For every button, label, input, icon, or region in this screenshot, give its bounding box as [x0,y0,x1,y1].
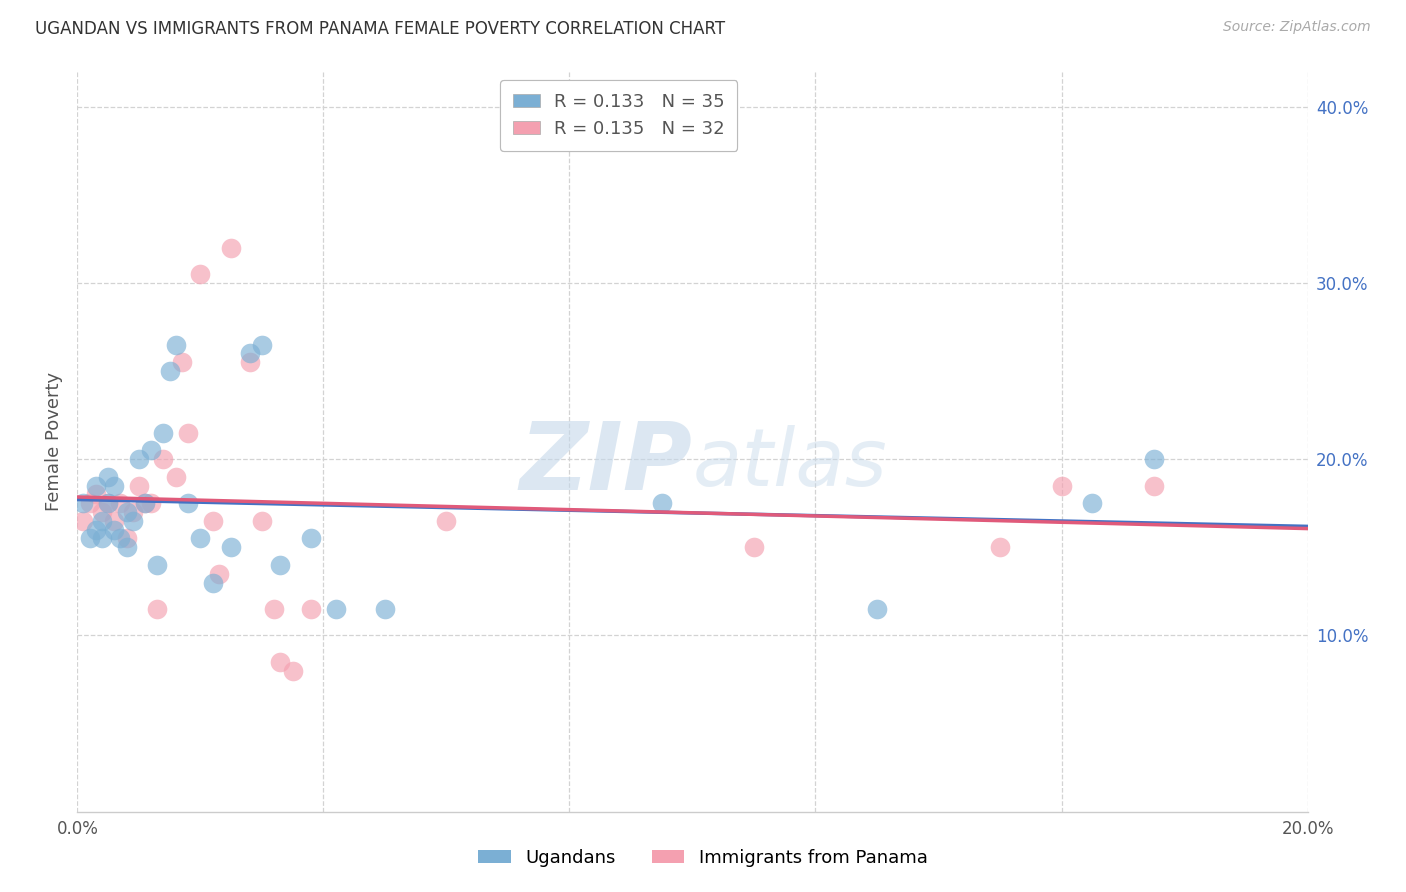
Point [1081,496,1104,510]
Point [72,514,94,528]
Point [121,514,143,528]
Point [988,541,1011,555]
Point [97,496,120,510]
Text: atlas: atlas [693,425,887,503]
Point [263,602,285,616]
Point [103,478,125,492]
Point [219,241,242,255]
Point [177,425,200,440]
Point [115,541,138,555]
Point [152,452,174,467]
Point [1143,478,1166,492]
Point [177,496,200,510]
Text: UGANDAN VS IMMIGRANTS FROM PANAMA FEMALE POVERTY CORRELATION CHART: UGANDAN VS IMMIGRANTS FROM PANAMA FEMALE… [35,20,725,37]
Point [90,505,114,519]
Point [1050,478,1073,492]
Point [128,478,150,492]
Point [103,523,125,537]
Point [201,575,224,590]
Point [128,452,150,467]
Legend: R = 0.133   N = 35, R = 0.135   N = 32: R = 0.133 N = 35, R = 0.135 N = 32 [501,80,737,151]
Point [72,496,94,510]
Point [325,602,347,616]
Point [188,267,212,281]
Point [374,602,396,616]
Point [436,514,458,528]
Point [121,505,143,519]
Point [170,355,193,369]
Point [97,470,120,484]
Point [165,337,187,351]
Point [141,496,163,510]
Point [250,514,273,528]
Point [866,602,889,616]
Point [141,443,163,458]
Text: ZIP: ZIP [520,417,693,509]
Point [134,496,156,510]
Point [1143,452,1166,467]
Point [84,478,107,492]
Point [79,496,101,510]
Point [84,487,107,501]
Point [84,523,107,537]
Point [110,496,132,510]
Point [269,655,291,669]
Point [103,514,125,528]
Point [742,541,765,555]
Point [208,566,231,581]
Point [152,425,174,440]
Point [239,346,262,360]
Point [90,514,114,528]
Point [110,532,132,546]
Point [159,364,181,378]
Point [165,470,187,484]
Point [269,558,291,572]
Legend: Ugandans, Immigrants from Panama: Ugandans, Immigrants from Panama [471,842,935,874]
Point [115,505,138,519]
Point [250,337,273,351]
Point [188,532,212,546]
Point [146,558,169,572]
Point [299,602,322,616]
Point [201,514,224,528]
Point [281,664,304,678]
Point [79,532,101,546]
Point [651,496,673,510]
Point [97,496,120,510]
Point [134,496,156,510]
Point [90,532,114,546]
Point [146,602,169,616]
Point [115,532,138,546]
Point [299,532,322,546]
Y-axis label: Female Poverty: Female Poverty [45,372,63,511]
Point [219,541,242,555]
Point [239,355,262,369]
Text: Source: ZipAtlas.com: Source: ZipAtlas.com [1223,20,1371,34]
